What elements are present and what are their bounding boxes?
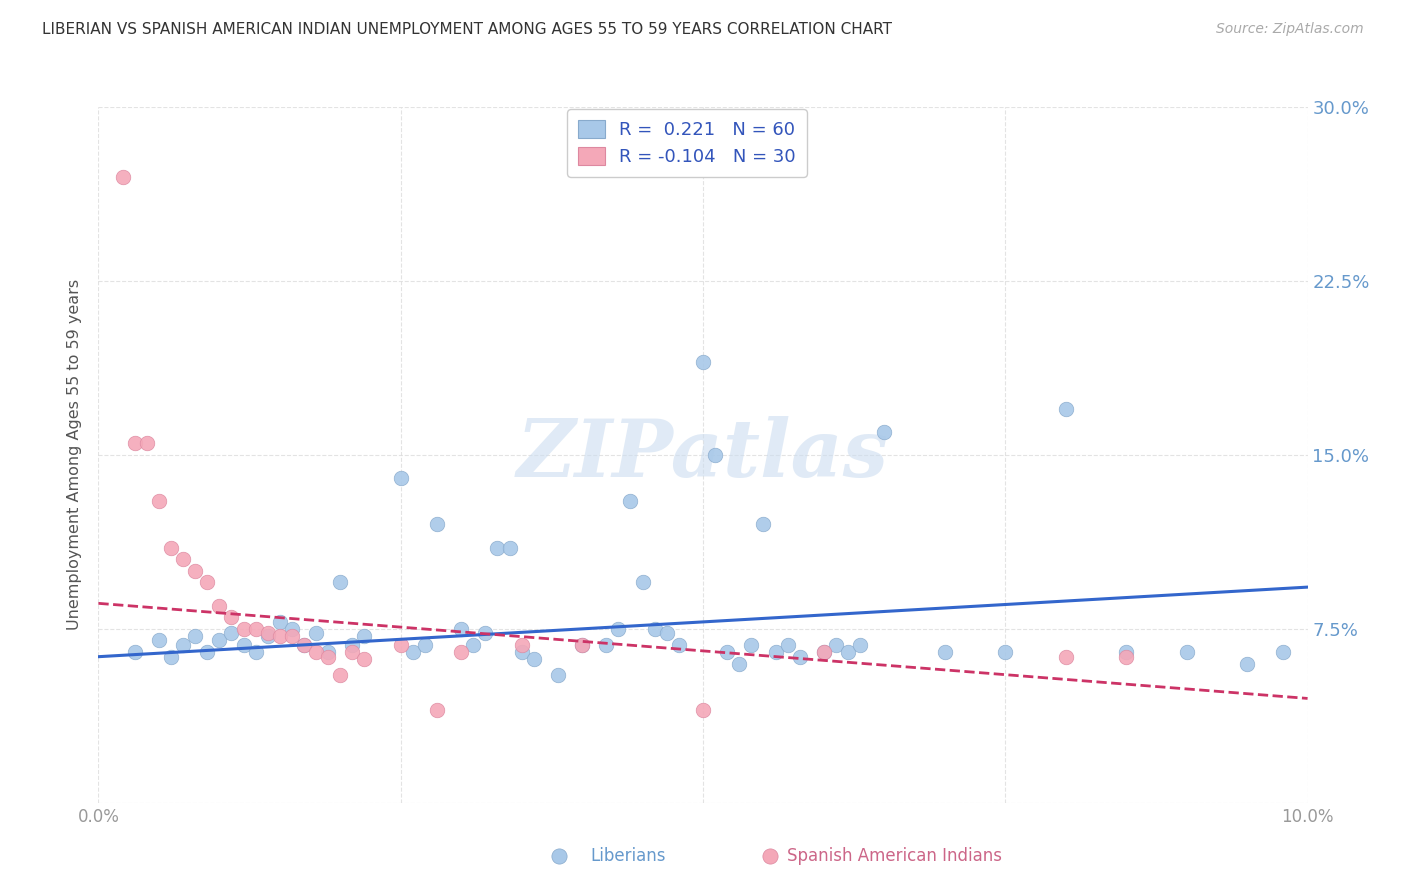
Point bbox=[329, 668, 352, 682]
Y-axis label: Unemployment Among Ages 55 to 59 years: Unemployment Among Ages 55 to 59 years bbox=[67, 279, 83, 631]
Point bbox=[1175, 645, 1198, 659]
Text: Source: ZipAtlas.com: Source: ZipAtlas.com bbox=[1216, 22, 1364, 37]
Point bbox=[759, 849, 782, 863]
Point bbox=[195, 575, 218, 590]
Point bbox=[934, 645, 956, 659]
Point bbox=[692, 703, 714, 717]
Point bbox=[305, 645, 328, 659]
Point bbox=[510, 638, 533, 652]
Point bbox=[245, 645, 267, 659]
Point bbox=[619, 494, 641, 508]
Point bbox=[124, 645, 146, 659]
Point bbox=[353, 652, 375, 666]
Legend: R =  0.221   N = 60, R = -0.104   N = 30: R = 0.221 N = 60, R = -0.104 N = 30 bbox=[567, 109, 807, 177]
Point bbox=[765, 645, 787, 659]
Point bbox=[692, 355, 714, 369]
Point bbox=[873, 425, 896, 439]
Point bbox=[413, 638, 436, 652]
Point bbox=[668, 638, 690, 652]
Point bbox=[426, 517, 449, 532]
Point bbox=[329, 575, 352, 590]
Point bbox=[353, 629, 375, 643]
Point bbox=[232, 622, 254, 636]
Point bbox=[486, 541, 509, 555]
Point bbox=[631, 575, 654, 590]
Point bbox=[316, 645, 339, 659]
Point bbox=[510, 645, 533, 659]
Point bbox=[474, 626, 496, 640]
Point bbox=[1054, 649, 1077, 664]
Point bbox=[595, 638, 617, 652]
Point bbox=[160, 649, 183, 664]
Point bbox=[292, 638, 315, 652]
Point bbox=[389, 471, 412, 485]
Point bbox=[389, 638, 412, 652]
Text: Liberians: Liberians bbox=[591, 847, 666, 865]
Point bbox=[221, 610, 243, 624]
Point bbox=[849, 638, 872, 652]
Point bbox=[172, 638, 194, 652]
Point bbox=[281, 629, 304, 643]
Point bbox=[292, 638, 315, 652]
Point bbox=[111, 169, 134, 184]
Point bbox=[776, 638, 799, 652]
Point bbox=[547, 668, 569, 682]
Point bbox=[789, 649, 811, 664]
Point bbox=[281, 622, 304, 636]
Point bbox=[607, 622, 630, 636]
Point bbox=[752, 517, 775, 532]
Point bbox=[426, 703, 449, 717]
Text: Spanish American Indians: Spanish American Indians bbox=[787, 847, 1002, 865]
Point bbox=[402, 645, 425, 659]
Point bbox=[498, 541, 520, 555]
Point bbox=[1115, 645, 1137, 659]
Point bbox=[208, 633, 231, 648]
Point bbox=[305, 626, 328, 640]
Point bbox=[825, 638, 848, 652]
Point bbox=[1236, 657, 1258, 671]
Point bbox=[813, 645, 835, 659]
Point bbox=[740, 638, 762, 652]
Point bbox=[184, 629, 207, 643]
Point bbox=[716, 645, 738, 659]
Point bbox=[571, 638, 593, 652]
Point bbox=[571, 638, 593, 652]
Point bbox=[644, 622, 666, 636]
Point bbox=[232, 638, 254, 652]
Point bbox=[316, 649, 339, 664]
Point bbox=[450, 645, 472, 659]
Point bbox=[342, 645, 364, 659]
Point bbox=[221, 626, 243, 640]
Point bbox=[148, 633, 170, 648]
Text: LIBERIAN VS SPANISH AMERICAN INDIAN UNEMPLOYMENT AMONG AGES 55 TO 59 YEARS CORRE: LIBERIAN VS SPANISH AMERICAN INDIAN UNEM… bbox=[42, 22, 893, 37]
Point bbox=[1272, 645, 1295, 659]
Point bbox=[1115, 649, 1137, 664]
Text: ZIPatlas: ZIPatlas bbox=[517, 417, 889, 493]
Point bbox=[256, 629, 278, 643]
Point bbox=[523, 652, 546, 666]
Point bbox=[1054, 401, 1077, 416]
Point bbox=[160, 541, 183, 555]
Point bbox=[256, 626, 278, 640]
Point bbox=[172, 552, 194, 566]
Point bbox=[463, 638, 485, 652]
Point bbox=[813, 645, 835, 659]
Point bbox=[135, 436, 157, 450]
Point bbox=[655, 626, 678, 640]
Point bbox=[269, 629, 291, 643]
Point bbox=[342, 638, 364, 652]
Point bbox=[245, 622, 267, 636]
Point bbox=[148, 494, 170, 508]
Point bbox=[837, 645, 859, 659]
Point bbox=[208, 599, 231, 613]
Point bbox=[269, 615, 291, 629]
Point bbox=[548, 849, 571, 863]
Point bbox=[195, 645, 218, 659]
Point bbox=[704, 448, 727, 462]
Point bbox=[124, 436, 146, 450]
Point bbox=[994, 645, 1017, 659]
Point bbox=[184, 564, 207, 578]
Point bbox=[728, 657, 751, 671]
Point bbox=[450, 622, 472, 636]
